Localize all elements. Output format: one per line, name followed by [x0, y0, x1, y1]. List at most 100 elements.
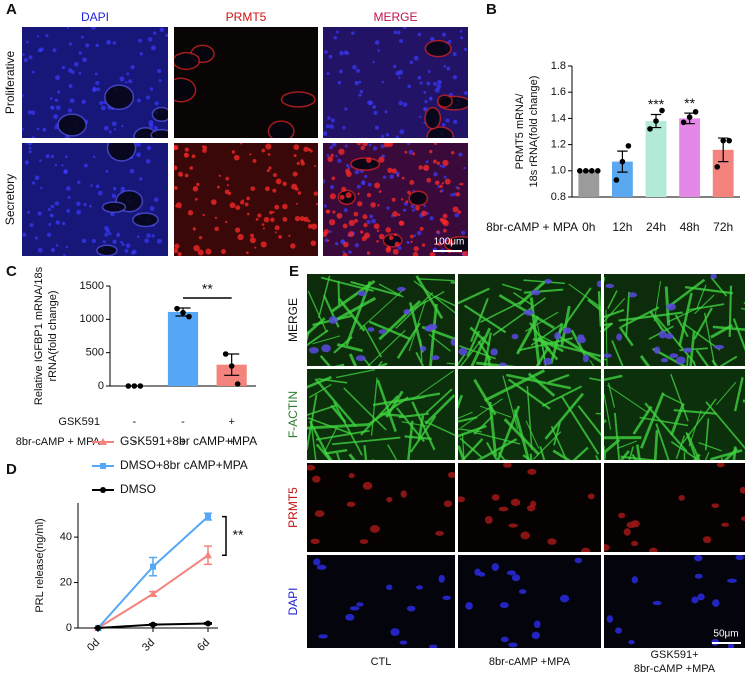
- gland: [103, 202, 126, 212]
- stain: [413, 252, 419, 258]
- cell-nucleus: [618, 513, 625, 518]
- cell-nucleus: [401, 490, 407, 497]
- micrograph: [323, 26, 470, 147]
- nucleus: [159, 79, 162, 82]
- nucleus: [364, 175, 367, 178]
- nucleus: [407, 85, 411, 89]
- stain: [360, 230, 363, 233]
- y-tick-label: 0.8: [551, 191, 566, 203]
- nucleus: [62, 222, 65, 225]
- cell-nucleus: [711, 503, 719, 508]
- nucleus: [396, 135, 399, 138]
- nucleus: [371, 219, 376, 224]
- nucleus: [82, 57, 87, 62]
- stain: [246, 251, 249, 254]
- nucleus: [125, 81, 127, 83]
- nucleus: [92, 88, 96, 92]
- nucleus: [344, 50, 349, 55]
- gland: [97, 245, 117, 255]
- cell-nucleus: [360, 539, 369, 544]
- legend-marker: [100, 487, 106, 493]
- nucleus: [63, 170, 67, 174]
- nucleus: [37, 35, 39, 37]
- significance-bracket: [222, 517, 226, 556]
- stain: [392, 211, 398, 217]
- cell-nucleus: [492, 494, 500, 501]
- cell-nucleus: [628, 292, 637, 297]
- cell-nucleus: [711, 273, 717, 279]
- cell-nucleus: [717, 463, 725, 468]
- nucleus: [32, 136, 35, 139]
- nucleus: [417, 76, 421, 80]
- cell-nucleus: [349, 473, 355, 478]
- nucleus: [335, 155, 337, 157]
- nucleus: [433, 82, 437, 86]
- x-tick-label: 24h: [646, 220, 666, 234]
- stain: [377, 204, 379, 206]
- panel-letter: C: [6, 263, 17, 280]
- micrograph: [601, 463, 748, 554]
- gland: [438, 95, 452, 107]
- stain: [405, 151, 408, 154]
- gland: [166, 78, 196, 101]
- stain: [249, 153, 251, 155]
- nucleus: [76, 202, 80, 206]
- stain: [399, 221, 403, 225]
- image-background: [174, 27, 318, 138]
- gland: [133, 213, 158, 226]
- data-point: [720, 138, 726, 144]
- cell-nucleus: [386, 497, 392, 502]
- stain: [267, 169, 270, 172]
- stain: [327, 156, 333, 162]
- stain: [283, 217, 288, 222]
- stain: [367, 193, 371, 197]
- stain: [235, 227, 240, 232]
- cell-nucleus: [581, 548, 591, 556]
- stain: [235, 205, 240, 210]
- cell-nucleus: [649, 548, 657, 554]
- nucleus: [152, 234, 155, 237]
- cell-nucleus: [632, 576, 638, 583]
- stain: [414, 246, 419, 251]
- cell-nucleus: [490, 348, 498, 355]
- stain: [211, 199, 217, 205]
- stain: [188, 210, 193, 215]
- cell-nucleus: [554, 332, 561, 339]
- gland: [425, 108, 440, 129]
- nucleus: [116, 233, 120, 237]
- stain: [441, 219, 447, 225]
- nucleus: [423, 91, 426, 94]
- nucleus: [69, 84, 73, 88]
- row-label: F-ACTIN: [286, 391, 300, 438]
- nucleus: [367, 100, 372, 105]
- nucleus: [126, 243, 131, 248]
- data-point: [653, 118, 659, 124]
- nucleus: [374, 111, 378, 115]
- stain: [176, 202, 182, 208]
- stain: [459, 183, 461, 185]
- nucleus: [112, 194, 117, 199]
- nucleus: [463, 167, 465, 169]
- x-tick-label: 0d: [85, 637, 102, 654]
- x-tick-label: 0h: [582, 220, 595, 234]
- stain: [343, 242, 349, 248]
- stain: [436, 231, 439, 234]
- stain: [343, 253, 348, 258]
- nucleus: [453, 52, 457, 56]
- column-label: 8br-cAMP +MPA: [634, 663, 716, 675]
- nucleus: [95, 81, 99, 85]
- stain: [174, 145, 179, 150]
- stain: [273, 211, 275, 213]
- nucleus: [442, 33, 446, 37]
- nucleus: [95, 44, 98, 47]
- stain: [268, 166, 271, 169]
- nucleus: [360, 90, 363, 93]
- stain: [290, 243, 295, 248]
- stain: [227, 184, 229, 186]
- nucleus: [99, 101, 103, 105]
- nucleus: [79, 72, 82, 75]
- nucleus: [122, 243, 125, 246]
- nucleus: [66, 209, 70, 213]
- nucleus: [22, 233, 26, 237]
- nucleus: [77, 181, 80, 184]
